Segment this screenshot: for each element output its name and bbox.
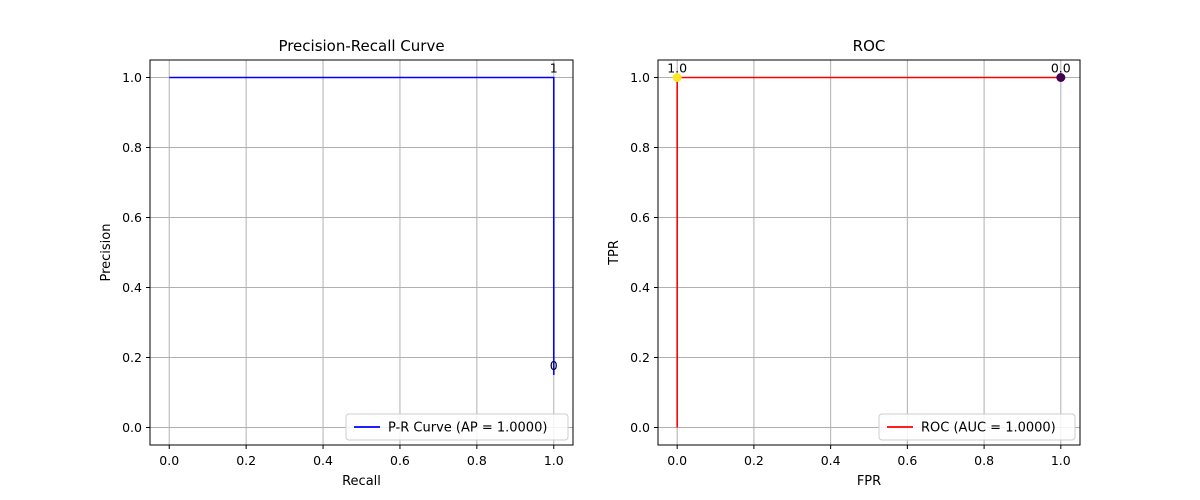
roc-chart-title: ROC xyxy=(853,37,886,55)
roc-x-tick-label: 0.2 xyxy=(744,453,764,468)
roc-y-axis-label: TPR xyxy=(607,240,622,266)
roc-marker xyxy=(672,73,682,82)
roc-panel: 1.0 0.0 0.0 0.2 0.4 0.6 0.8 1.0 0.0 0.2 0.4 0.6 0.8 1… xyxy=(607,37,1081,489)
pr-legend-box xyxy=(345,413,569,441)
roc-x-tick-label: 0.4 xyxy=(821,453,841,468)
pr-x-tick-label: 0.6 xyxy=(390,453,410,468)
roc-x-tick-label: 0.6 xyxy=(897,453,917,468)
pr-x-tick-label: 0.0 xyxy=(159,453,179,468)
pr-legend: P-R Curve (AP = 1.0000) xyxy=(345,413,569,441)
pr-x-tick-label: 0.8 xyxy=(467,453,487,468)
roc-x-tick-label: 1.0 xyxy=(1051,453,1071,468)
pr-x-tick-label: 1.0 xyxy=(544,453,564,468)
roc-x-axis-label: FPR xyxy=(857,474,881,489)
roc-y-tick-label: 0.6 xyxy=(630,210,650,225)
roc-y-tick-label: 0.8 xyxy=(630,140,650,155)
pr-y-tick-label: 0.6 xyxy=(122,210,142,225)
roc-y-tick-label: 1.0 xyxy=(630,70,650,85)
pr-x-tick-label: 0.2 xyxy=(236,453,256,468)
roc-y-tick-label: 0.4 xyxy=(630,280,650,295)
roc-x-tick-label: 0.0 xyxy=(667,453,687,468)
pr-x-axis-label: Recall xyxy=(342,474,381,489)
roc-y-tick-label: 0.0 xyxy=(630,420,650,435)
pr-series-line xyxy=(169,76,555,375)
pr-chart-title: Precision-Recall Curve xyxy=(278,37,444,55)
pr-point-annotation: 0 xyxy=(550,358,558,373)
pr-legend-label: P-R Curve (AP = 1.0000) xyxy=(388,421,547,436)
roc-marker xyxy=(1056,73,1066,82)
pr-y-tick-label: 0.2 xyxy=(122,350,142,365)
pr-y-axis-label: Precision xyxy=(99,223,114,281)
pr-y-tick-label: 0.8 xyxy=(122,140,142,155)
roc-y-tick-label: 0.2 xyxy=(630,350,650,365)
roc-point-annotation: 0.0 xyxy=(1051,61,1071,76)
precision-recall-panel: 1 0 0.0 0.2 0.4 0.6 0.8 1.0 0.0 0.2 0.4 0.6 0.8 1.0 Pr… xyxy=(99,37,574,489)
roc-point-annotation: 1.0 xyxy=(667,61,687,76)
pr-x-tick-label: 0.4 xyxy=(313,453,333,468)
roc-legend-label: ROC (AUC = 1.0000) xyxy=(921,421,1056,436)
pr-y-tick-label: 0.4 xyxy=(122,280,142,295)
roc-legend-box xyxy=(878,413,1076,441)
pr-y-tick-label: 0.0 xyxy=(122,420,142,435)
roc-plot-frame xyxy=(657,59,1081,446)
roc-x-tick-label: 0.8 xyxy=(974,453,994,468)
roc-series-line xyxy=(676,76,1061,428)
pr-y-tick-label: 1.0 xyxy=(122,70,142,85)
pr-point-annotation: 1 xyxy=(550,61,558,76)
roc-legend: ROC (AUC = 1.0000) xyxy=(878,413,1076,441)
pr-plot-frame xyxy=(149,59,574,446)
